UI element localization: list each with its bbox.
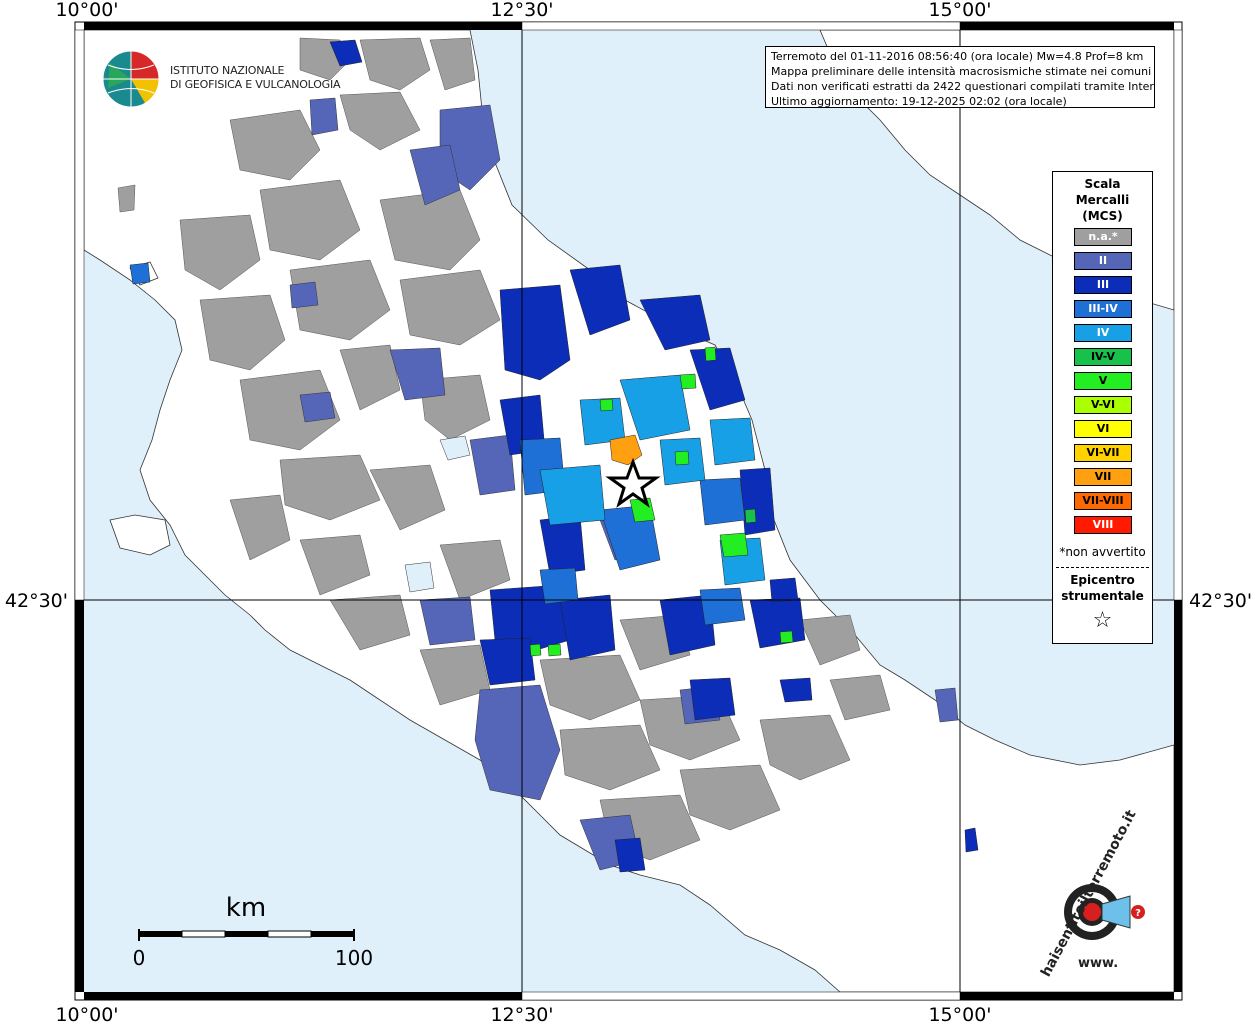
legend-title-line2: Mercalli <box>1075 193 1130 207</box>
legend-item: VI-VII <box>1074 444 1132 462</box>
scale-max: 100 <box>335 946 373 970</box>
ingv-name: ISTITUTO NAZIONALE DI GEOFISICA E VULCAN… <box>170 64 341 92</box>
event-info-line2: Mappa preliminare delle intensità macros… <box>771 65 1152 78</box>
event-info-line1: Terremoto del 01-11-2016 08:56:40 (ora l… <box>771 50 1144 63</box>
lat-label-left: 42°30' <box>5 590 68 612</box>
legend-epicenter-line1: Epicentro <box>1070 573 1135 587</box>
legend-item: III <box>1074 276 1132 294</box>
legend-title-line1: Scala <box>1084 177 1121 191</box>
intensity-legend: Scala Mercalli (MCS) n.a.* II III III-IV IV I… <box>1052 171 1153 644</box>
lat-label-right: 42°30' <box>1189 590 1252 612</box>
legend-star-icon: ☆ <box>1092 608 1113 633</box>
legend-title-line3: (MCS) <box>1082 209 1123 223</box>
lon-label-bottom-2: 12°30' <box>490 1004 553 1024</box>
epicenter-star <box>605 457 661 508</box>
ingv-globe-icon <box>102 50 160 108</box>
scale-bar <box>138 929 355 941</box>
scale-unit: km <box>226 893 266 923</box>
legend-item: III-IV <box>1074 300 1132 318</box>
ingv-name-line2: DI GEOFISICA E VULCANOLOGIA <box>170 78 341 91</box>
lakes <box>404 435 471 593</box>
legend-epicenter-line2: strumentale <box>1061 589 1144 603</box>
graticule <box>84 30 1174 992</box>
vii-commune <box>609 434 643 466</box>
legend-divider <box>1056 567 1149 568</box>
hsit-url: www. <box>1078 956 1119 971</box>
legend-item: IV-V <box>1074 348 1132 366</box>
na-communes <box>117 37 891 861</box>
ingv-name-line1: ISTITUTO NAZIONALE <box>170 64 285 77</box>
legend-item: VIII <box>1074 516 1132 534</box>
legend-item: IV <box>1074 324 1132 342</box>
legend-item: VII-VIII <box>1074 492 1132 510</box>
lon-label-top-3: 15°00' <box>928 0 991 21</box>
ingv-logo <box>100 48 320 110</box>
hsit-logo: ? haisentitoilterremoto.it www. <box>1030 808 1155 985</box>
lon-label-bottom-1: 10°00' <box>55 1004 118 1024</box>
event-info-line3: Dati non verificati estratti da 2422 que… <box>771 80 1155 93</box>
legend-item: II <box>1074 252 1132 270</box>
lon-label-top-1: 10°00' <box>55 0 118 21</box>
lon-label-bottom-3: 15°00' <box>928 1004 991 1024</box>
legend-title: Scala Mercalli (MCS) <box>1053 176 1152 224</box>
event-info-line4: Ultimo aggiornamento: 19-12-2025 02:02 (… <box>771 95 1067 108</box>
svg-text:?: ? <box>1135 908 1141 919</box>
legend-item: V-VI <box>1074 396 1132 414</box>
legend-item: V <box>1074 372 1132 390</box>
scale-min: 0 <box>133 946 146 970</box>
event-info-box: Terremoto del 01-11-2016 08:56:40 (ora l… <box>765 46 1155 108</box>
legend-item: VI <box>1074 420 1132 438</box>
land-island <box>109 514 171 556</box>
legend-item: n.a.* <box>1074 228 1132 246</box>
legend-note: *non avvertito <box>1059 545 1146 559</box>
frame-border <box>74 21 1183 1001</box>
v-communes <box>529 346 794 657</box>
lon-label-top-2: 12°30' <box>490 0 553 21</box>
hsit-target-icon: ? <box>1064 884 1145 940</box>
legend-item: VII <box>1074 468 1132 486</box>
legend-epicenter-label: Epicentro strumentale <box>1053 572 1152 604</box>
